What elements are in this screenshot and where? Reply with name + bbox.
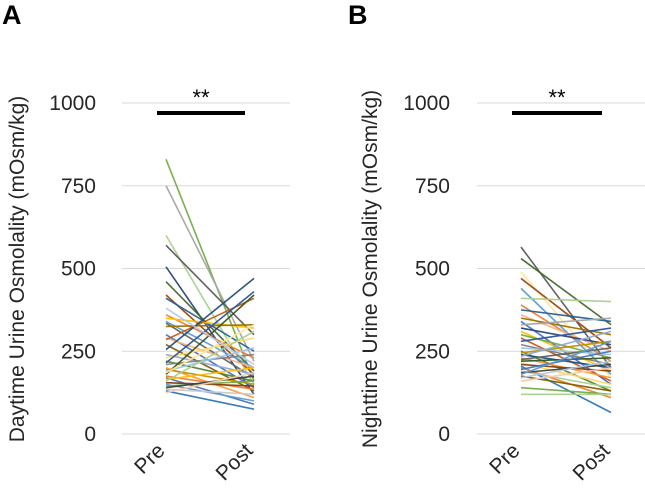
panel-a-y-axis-title: Daytime Urine Osmolality (mOsm/kg) [6,96,29,443]
panel-a-subject-line-36 [165,388,255,396]
panel-a-subject-line-35 [165,375,255,389]
panel-a-subject-line-11 [165,320,255,369]
panel-b-subject-line-36 [520,360,612,379]
panel-a-subject-line-31 [165,330,255,382]
panel-a-subject-line-13 [165,323,255,328]
panel-a-subject-line-8 [165,297,255,352]
panel-b-subject-line-2 [520,257,612,326]
panel-a-gridlines [122,102,290,435]
panel-b-y-axis-title: Nighttime Urine Osmolality (mOsm/kg) [359,90,382,448]
panel-b-subject-line-33 [520,363,612,374]
panel-b-y-ticks: 0 250 500 750 1000 [403,92,450,446]
panel-a-subject-line-39 [165,324,255,374]
panel-b-subject-line-19 [520,347,612,356]
panel-a-subject-line-37 [165,390,255,410]
panel-a-subject-line-26 [165,347,255,372]
panel-a-y-tick-label: 750 [61,175,96,198]
panel-a-y-tick-label: 500 [61,258,96,281]
panel-a-subject-line-29 [165,376,255,405]
panel-a-subject-line-22 [165,291,255,364]
panel-a-subject-line-27 [165,294,255,376]
panel-a-y-ticks: 0 250 500 750 1000 [49,92,96,446]
panel-a-subject-line-4 [165,244,255,336]
panel-b-series [520,246,612,414]
panel-a-subject-line-33 [165,383,255,402]
panel-a-series [165,158,255,410]
panel-b-subject-line-10 [520,317,612,336]
panel-b-letter: B [348,0,368,30]
panel-b-y-tick-label: 0 [438,423,450,446]
panel-b-subject-line-21 [520,340,612,354]
panel-a-subject-line-5 [165,266,255,395]
panel-a-subject-line-30 [165,367,255,381]
panel-a-subject-line-32 [165,381,255,387]
panel-a-significance-label: ** [192,85,210,110]
panel-b-subject-line-13 [520,327,612,346]
panel-a-subject-line-38 [165,371,255,394]
panel-b-y-tick-label: 1000 [403,92,450,115]
panel-a-subject-line-40 [165,307,255,366]
panel-a-y-tick-label: 250 [61,340,96,363]
panel-b-subject-line-31 [520,350,612,371]
panel-a-y-tick-label: 0 [84,423,96,446]
panel-a-subject-line-19 [165,353,255,376]
panel-b-subject-line-5 [520,287,612,375]
panel-b-y-tick-label: 750 [415,175,450,198]
panel-b-subject-line-26 [520,357,612,362]
panel-b-subject-line-38 [520,386,612,396]
panel-a-subject-line-1 [165,158,255,382]
panel-a-y-tick-label: 1000 [49,92,96,115]
panel-b-subject-line-12 [520,317,612,326]
panel-b-subject-line-17 [520,327,612,343]
panel-b-significance-label: ** [548,85,566,110]
panel-b-subject-line-6 [520,297,612,303]
panel-a-subject-line-18 [165,277,255,351]
panel-b-subject-line-18 [520,343,612,366]
panel-b-subject-line-32 [520,370,612,389]
panel-a-subject-line-15 [165,337,255,369]
panel-b-subject-line-23 [520,330,612,357]
panel-b-subject-line-25 [520,347,612,361]
panel-a-subject-line-16 [165,297,255,341]
panel-a-subject-line-17 [165,343,255,392]
panel-b-subject-line-37 [520,367,612,382]
panel-a-subject-line-10 [165,317,255,329]
panel-b-y-tick-label: 250 [415,340,450,363]
panel-b-subject-line-34 [520,340,612,376]
panel-a-letter: A [2,0,22,30]
panel-b-y-tick-label: 500 [415,258,450,281]
